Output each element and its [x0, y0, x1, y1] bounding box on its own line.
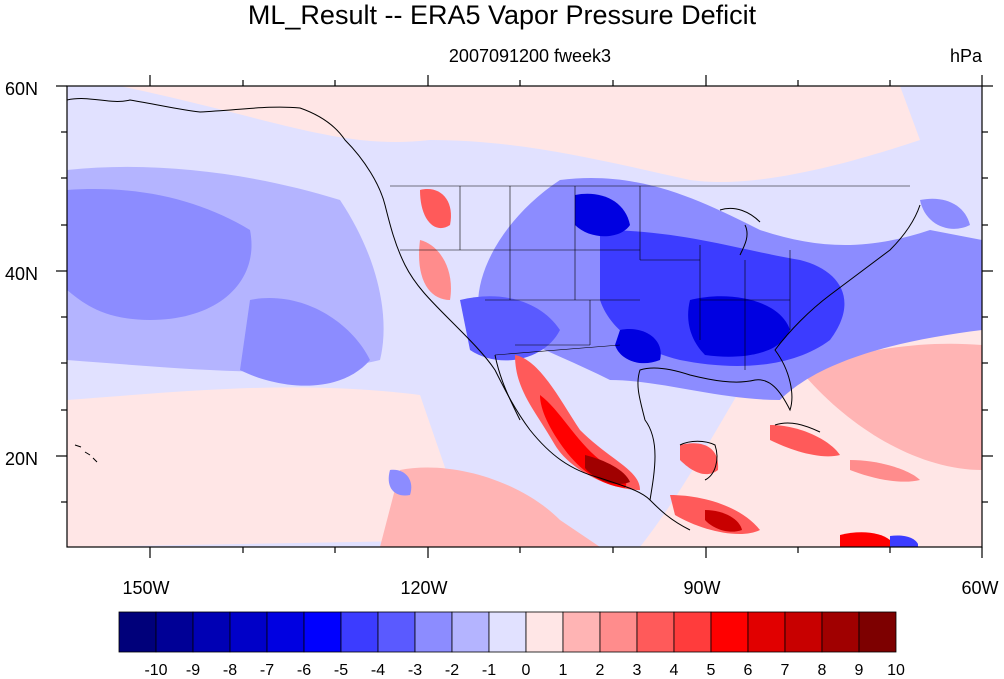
field-red-caribbean-east	[850, 460, 920, 482]
map-panel	[56, 75, 993, 558]
lon-label-60w: 60W	[961, 578, 998, 598]
field-red-mexico	[515, 355, 640, 490]
colorbar-swatch	[155, 611, 194, 653]
colorbar-tick-label: -10	[144, 662, 167, 679]
gulf-atlantic-coast	[637, 204, 921, 501]
lon-label-90w: 90W	[683, 578, 720, 598]
lon-labels: 150W 120W 90W 60W	[122, 578, 998, 598]
field-blue-pacific-south	[240, 298, 370, 386]
vpd-field	[67, 86, 982, 547]
lon-label-120w: 120W	[400, 578, 447, 598]
lat-label-60n: 60N	[5, 79, 38, 99]
date-label: 2007091200 fweek3	[449, 46, 611, 66]
field-blue-southeast-core	[688, 296, 790, 357]
colorbar-swatch	[599, 611, 638, 653]
field-blue-patch	[388, 469, 412, 496]
field-blue-dakotas-core	[575, 193, 630, 237]
colorbar-swatch	[562, 611, 601, 653]
units-label: hPa	[950, 46, 983, 66]
field-red-california	[419, 240, 451, 300]
colorbar-swatch	[377, 611, 416, 653]
colorbar-tick-label: 4	[670, 662, 679, 679]
field-red-central-america-core	[705, 510, 742, 532]
field-red-northwest	[420, 189, 451, 229]
plot-title: ML_Result -- ERA5 Vapor Pressure Deficit	[248, 0, 757, 30]
state-borders	[390, 185, 910, 370]
pacific-coast	[67, 98, 691, 531]
colorbar-swatch	[488, 611, 527, 653]
colorbar-swatch	[636, 611, 675, 653]
colorbar-tick-label: 5	[707, 662, 716, 679]
great-lakes	[719, 207, 761, 256]
field-blue-southwest	[460, 296, 560, 361]
colorbar-tick-label: -1	[482, 662, 496, 679]
cuba-coast	[774, 422, 821, 433]
colorbar-swatch	[340, 611, 379, 653]
lat-label-40n: 40N	[5, 264, 38, 284]
colorbar-tick-label: 3	[633, 662, 642, 679]
hawaii-islands	[74, 444, 98, 463]
colorbar-tick-label: 2	[596, 662, 605, 679]
colorbar-tick-label: 9	[855, 662, 864, 679]
colorbar-swatch	[858, 611, 897, 653]
colorbar-swatch	[451, 611, 490, 653]
field-red-yucatan	[680, 443, 719, 475]
colorbar-tick-label: -8	[223, 662, 237, 679]
mexico-border	[494, 344, 621, 356]
field-blue-newfoundland	[920, 198, 970, 229]
colorbar-swatch	[192, 611, 231, 653]
coastlines	[67, 98, 921, 531]
colorbar-swatch	[784, 611, 823, 653]
colorbar-tick-label: -5	[334, 662, 348, 679]
colorbar-swatch	[821, 611, 860, 653]
field-pink-southwest	[67, 387, 470, 547]
lat-label-20n: 20N	[5, 449, 38, 469]
field-pink-canada	[120, 86, 920, 182]
colorbar-swatch	[303, 611, 342, 653]
colorbar-tick-label: -6	[297, 662, 311, 679]
colorbar-tick-label: 8	[818, 662, 827, 679]
colorbar-swatch	[747, 611, 786, 653]
colorbar-tick-label: 6	[744, 662, 753, 679]
interior-borders	[400, 186, 791, 370]
colorbar-swatch	[525, 611, 564, 653]
colorbar	[118, 611, 897, 653]
baja-coast	[494, 354, 521, 421]
colorbar-labels: -10 -9 -8 -7 -6 -5 -4 -3 -2 -1 0 1 2 3 4 5 6 7 8 9 10	[144, 662, 905, 679]
yucatan-coast	[679, 440, 718, 481]
lon-label-150w: 150W	[122, 578, 169, 598]
colorbar-tick-label: -9	[186, 662, 200, 679]
colorbar-swatch	[229, 611, 268, 653]
map-ticks	[56, 75, 993, 558]
colorbar-tick-label: -4	[371, 662, 385, 679]
colorbar-swatch	[673, 611, 712, 653]
field-blue-texas-core	[615, 329, 661, 364]
colorbar-swatch	[118, 611, 157, 653]
colorbar-tick-label: -2	[445, 662, 459, 679]
field-red-south-america	[840, 532, 890, 547]
colorbar-swatch	[710, 611, 749, 653]
field-pink-south	[380, 467, 600, 547]
colorbar-tick-label: 0	[522, 662, 531, 679]
colorbar-tick-label: 10	[887, 662, 905, 679]
field-blue-pacific-deep	[67, 189, 252, 320]
field-pink-atlantic-mid	[800, 343, 982, 470]
colorbar-tick-label: 7	[781, 662, 790, 679]
field-blue-south-america	[890, 535, 918, 547]
colorbar-tick-label: 1	[559, 662, 568, 679]
colorbar-swatch	[414, 611, 453, 653]
field-red-caribbean	[770, 425, 840, 457]
colorbar-tick-label: -3	[408, 662, 422, 679]
colorbar-tick-label: -7	[260, 662, 274, 679]
lat-labels: 60N 40N 20N	[5, 79, 38, 469]
colorbar-swatch	[266, 611, 305, 653]
